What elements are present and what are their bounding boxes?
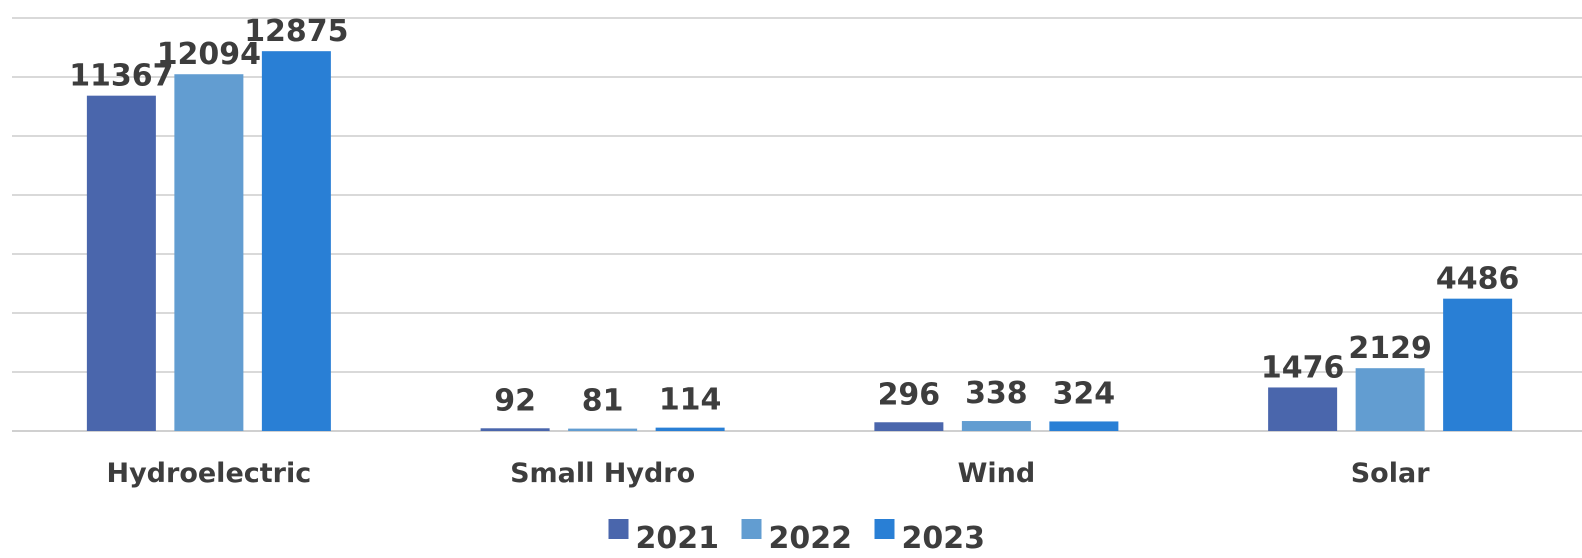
category-label: Hydroelectric — [106, 458, 311, 489]
data-label: 2129 — [1348, 331, 1432, 366]
bar-wind-2023 — [1049, 421, 1119, 431]
bars — [86, 51, 1513, 432]
bar-small-hydro-2022 — [568, 428, 638, 431]
data-label: 92 — [494, 383, 536, 418]
data-label: 11367 — [69, 59, 173, 94]
bar-solar-2023 — [1443, 298, 1513, 431]
legend-swatch-2021 — [608, 519, 629, 539]
bar-wind-2022 — [961, 421, 1031, 431]
category-labels: Hydroelectric Small Hydro Wind Solar — [106, 458, 1430, 489]
data-label: 114 — [659, 383, 722, 418]
legend: 2021 2022 2023 — [608, 519, 986, 556]
gridlines — [12, 17, 1582, 432]
data-label: 1476 — [1261, 350, 1345, 385]
legend-label-2021: 2021 — [636, 521, 720, 556]
category-label: Wind — [958, 458, 1036, 489]
data-label: 12875 — [244, 14, 348, 49]
data-label: 4486 — [1436, 262, 1520, 297]
legend-swatch-2022 — [741, 519, 762, 539]
category-label: Small Hydro — [510, 458, 695, 489]
legend-swatch-2023 — [874, 519, 895, 539]
bar-solar-2021 — [1268, 387, 1338, 431]
data-label: 324 — [1053, 376, 1116, 411]
bar-hydroelectric-2022 — [174, 74, 244, 432]
legend-label-2023: 2023 — [902, 521, 986, 556]
legend-label-2022: 2022 — [769, 521, 853, 556]
bar-hydroelectric-2023 — [261, 51, 331, 431]
data-label: 12094 — [157, 37, 261, 72]
data-label: 338 — [965, 376, 1028, 411]
bar-hydroelectric-2021 — [86, 95, 156, 432]
data-label: 296 — [878, 377, 941, 412]
bar-small-hydro-2021 — [480, 428, 550, 431]
bar-solar-2022 — [1355, 368, 1425, 431]
category-label: Solar — [1351, 458, 1430, 489]
bar-wind-2021 — [874, 422, 944, 431]
data-label: 81 — [582, 384, 624, 419]
bar-small-hydro-2023 — [655, 427, 725, 431]
